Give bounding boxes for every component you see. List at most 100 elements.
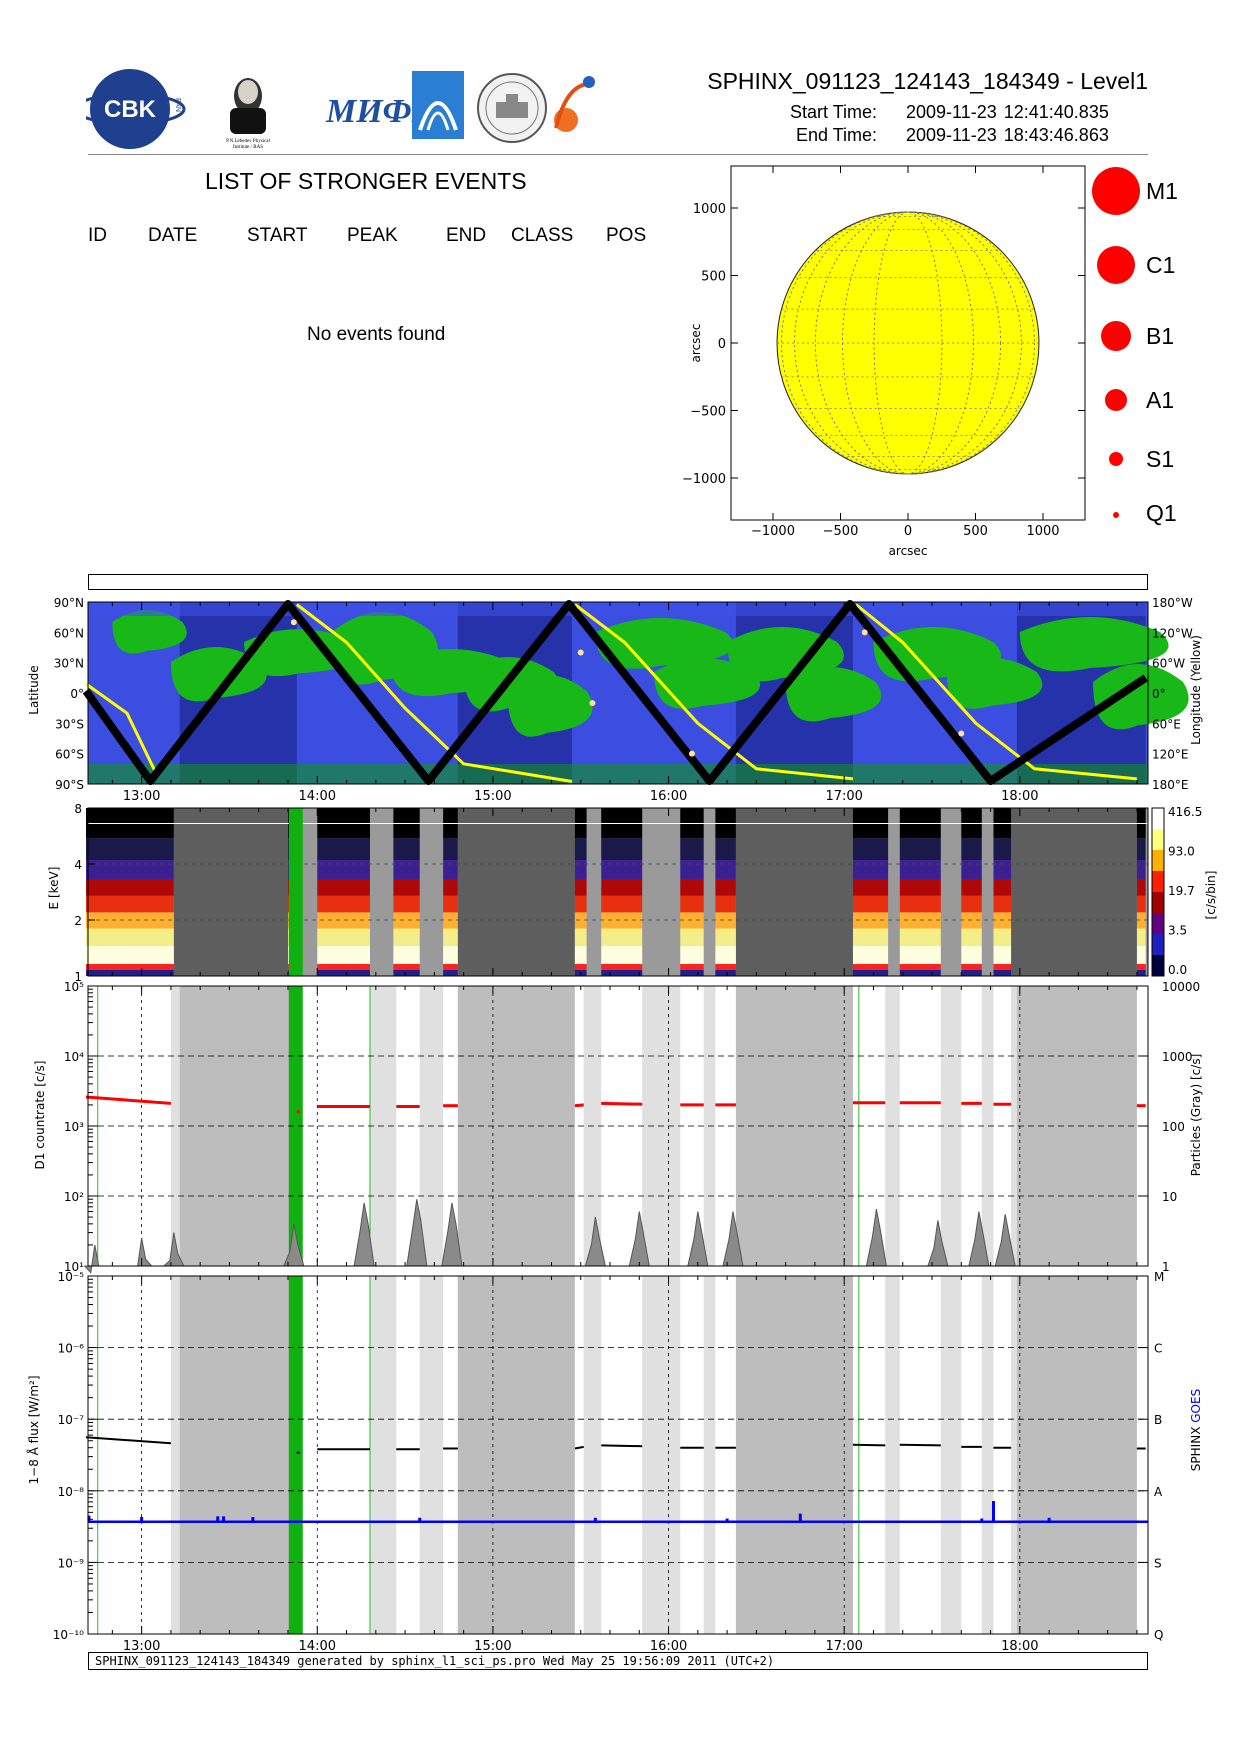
- spec-ytick-label: 8: [74, 802, 82, 816]
- sun-map-xtick-label: 0: [904, 524, 912, 539]
- countrate-ytick-right-label: 100: [1162, 1120, 1185, 1134]
- spec-energy-band: [715, 838, 736, 861]
- spec-energy-band: [601, 964, 643, 970]
- spec-colorbar-frame: [1151, 807, 1165, 977]
- spec-ytick-label: 2: [74, 914, 82, 928]
- flux-xtick-label: 17:00: [825, 1639, 862, 1650]
- event-timeline-bar: [88, 574, 1148, 590]
- spec-energy-band: [1136, 964, 1146, 970]
- sun-map-ticks: −1000 −1000 −500 −500 0 0 500 500 1000 1000: [682, 166, 1085, 539]
- spec-energy-band: [993, 969, 1012, 976]
- cbk-logo: CBK PAN: [86, 69, 186, 149]
- spec-energy-band: [86, 879, 174, 896]
- spec-energy-band: [680, 945, 704, 965]
- flux-ytick-right-label: S: [1154, 1556, 1162, 1570]
- countrate-ytick-right-label: 10000: [1162, 980, 1200, 994]
- sun-map-ylabel: arcsec: [689, 324, 703, 363]
- gray-band-dark: [1016, 1276, 1137, 1634]
- spec-colorbar-label: [c/s/bin]: [1204, 871, 1218, 920]
- spec-energy-band: [899, 969, 941, 976]
- gray-band-dark: [179, 986, 294, 1266]
- spec-energy-band: [899, 895, 941, 913]
- spec-ytick-label: 1: [74, 970, 82, 984]
- spec-energy-band: [852, 879, 889, 896]
- solar-logo: [554, 76, 595, 132]
- orbit-ytick-right-label: 0°: [1152, 687, 1166, 701]
- report-title: SPHINX_091123_124143_184349 - Level1: [707, 68, 1148, 94]
- spec-energy-band: [317, 964, 370, 970]
- orbit-land-patch: [1019, 617, 1169, 672]
- flux-legend-goes: GOES: [1189, 1389, 1203, 1423]
- orbit-land-patch: [946, 658, 1043, 709]
- sun-map-chart: −1000 −1000 −500 −500 0 0 500 500 1000 1000 arcse…: [682, 165, 1086, 558]
- flux-xtick-label: 18:00: [1001, 1639, 1038, 1650]
- flux-ytick-left-label: 10⁻⁶: [58, 1342, 85, 1356]
- spec-energy-band: [961, 969, 982, 976]
- spec-energy-band: [443, 912, 458, 929]
- spec-energy-band: [680, 969, 704, 976]
- spec-energy-band: [993, 879, 1012, 896]
- spec-colorbar-segment: [1152, 913, 1164, 935]
- spec-energy-band: [899, 912, 941, 929]
- orbit-ytick-right-label: 180°E: [1152, 778, 1189, 792]
- spec-energy-band: [852, 895, 889, 913]
- spec-ytick-label: 4: [74, 858, 82, 872]
- flux-sphinx-segment: [601, 1444, 643, 1448]
- spec-energy-band: [86, 895, 174, 913]
- spec-energy-band: [899, 860, 941, 880]
- orbit-ytick-right-label: 60°E: [1152, 717, 1181, 731]
- spec-energy-band: [601, 860, 643, 880]
- orbit-particle-dot: [688, 750, 695, 757]
- spec-colorbar-tick-label: 416.5: [1168, 805, 1202, 819]
- gray-band-light: [981, 1276, 994, 1634]
- spec-energy-band: [715, 879, 736, 896]
- sun-map-xlabel: arcsec: [889, 544, 928, 558]
- green-marker-band: [288, 1276, 303, 1634]
- orbit-polar-band: [88, 602, 1148, 616]
- flux-ytick-right-label: A: [1154, 1485, 1163, 1499]
- spec-energy-band: [601, 895, 643, 913]
- flux-ytick-left-label: 10⁻⁹: [58, 1556, 85, 1570]
- sun-map-xtick-label: 1000: [1026, 524, 1059, 539]
- spec-energy-band: [317, 912, 370, 929]
- spec-colorbar-segment: [1152, 934, 1164, 956]
- spec-energy-band: [715, 895, 736, 913]
- orbit-xtick-label: 17:00: [825, 789, 862, 804]
- orbit-xtick-label: 16:00: [650, 789, 687, 804]
- spec-colorbar-tick-label: 93.0: [1168, 845, 1195, 859]
- particle-burst: [865, 1209, 887, 1267]
- spec-energy-band: [1136, 879, 1146, 896]
- gray-band-dark: [457, 1276, 575, 1634]
- cbk-logo-text: CBK: [104, 96, 157, 123]
- gray-band-light: [981, 986, 994, 1266]
- spec-energy-band: [443, 838, 458, 861]
- spec-energy-band: [680, 912, 704, 929]
- header-divider: [88, 154, 1148, 155]
- countrate-red-segment: [574, 1103, 584, 1108]
- flux-sphinx-segment: [85, 1436, 171, 1445]
- flux-ytick-left-label: 10⁻⁷: [58, 1413, 85, 1427]
- orbit-land-patch: [112, 610, 187, 654]
- gray-band-light: [419, 1276, 444, 1634]
- legend-dot-b1: [1101, 321, 1131, 351]
- spec-energy-band: [86, 860, 174, 880]
- spec-energy-band: [715, 945, 736, 965]
- end-time-label: End Time:: [796, 125, 878, 145]
- legend-dot-a1: [1105, 389, 1127, 411]
- spec-energy-band: [443, 969, 458, 976]
- flux-xtick-label: 15:00: [474, 1639, 511, 1650]
- spec-energy-band: [961, 895, 982, 913]
- flux-xtick-label: 16:00: [650, 1639, 687, 1650]
- sun-map-ytick-label: 1000: [693, 202, 726, 217]
- legend-dot-c1: [1097, 246, 1135, 284]
- gray-band-light: [1011, 1276, 1017, 1634]
- spec-energy-band: [317, 838, 370, 861]
- spec-energy-band: [852, 860, 889, 880]
- spec-energy-band: [601, 838, 643, 861]
- spec-energy-band: [961, 964, 982, 970]
- spec-energy-band: [961, 945, 982, 965]
- sun-map-ytick-label: −500: [690, 405, 726, 420]
- spec-energy-band: [961, 912, 982, 929]
- spec-energy-band: [317, 860, 370, 880]
- spec-energy-band: [715, 969, 736, 976]
